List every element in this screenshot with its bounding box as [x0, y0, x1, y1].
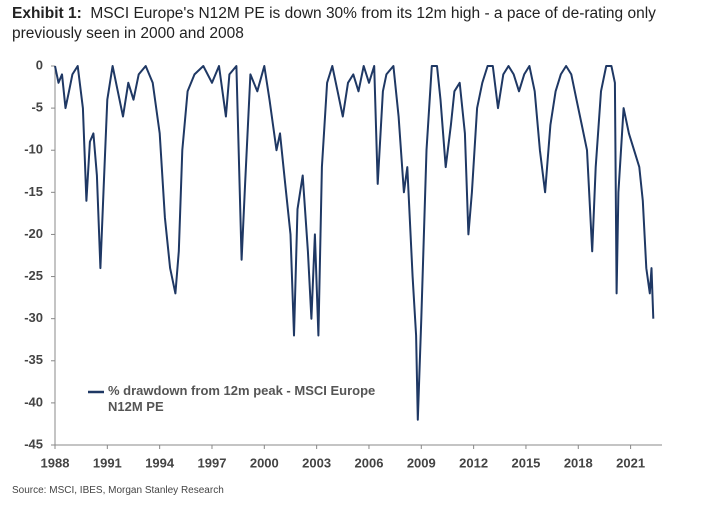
x-tick-label: 2012 — [459, 455, 488, 470]
y-tick-label: -25 — [24, 268, 43, 283]
x-tick-label: 2006 — [355, 455, 384, 470]
title-label: Exhibit 1: — [12, 5, 82, 22]
y-tick-label: -10 — [24, 142, 43, 157]
y-tick-label: -15 — [24, 184, 43, 199]
y-tick-label: -20 — [24, 226, 43, 241]
y-tick-label: -45 — [24, 436, 43, 451]
y-tick-label: -5 — [31, 100, 43, 115]
x-tick-label: 2009 — [407, 455, 436, 470]
line-series — [54, 65, 655, 421]
title-text: MSCI Europe's N12M PE is down 30% from i… — [12, 5, 656, 42]
x-tick-label: 2018 — [564, 455, 593, 470]
x-tick-label: 2003 — [302, 455, 331, 470]
x-tick-label: 1991 — [93, 455, 122, 470]
x-tick-label: 2015 — [511, 455, 540, 470]
x-tick-label: 2021 — [616, 455, 645, 470]
x-tick-label: 1997 — [198, 455, 227, 470]
x-tick-label: 1994 — [145, 455, 175, 470]
y-tick-label: 0 — [36, 57, 43, 72]
x-tick-label: 1988 — [41, 455, 70, 470]
y-tick-label: -40 — [24, 394, 43, 409]
x-tick-label: 2000 — [250, 455, 279, 470]
chart-title: Exhibit 1: MSCI Europe's N12M PE is down… — [12, 4, 697, 44]
y-tick-label: -35 — [24, 352, 43, 367]
source: Source: MSCI, IBES, Morgan Stanley Resea… — [12, 485, 224, 496]
y-tick-label: -30 — [24, 310, 43, 325]
legend-label: % drawdown from 12m peak - MSCI Europe N… — [108, 383, 376, 414]
